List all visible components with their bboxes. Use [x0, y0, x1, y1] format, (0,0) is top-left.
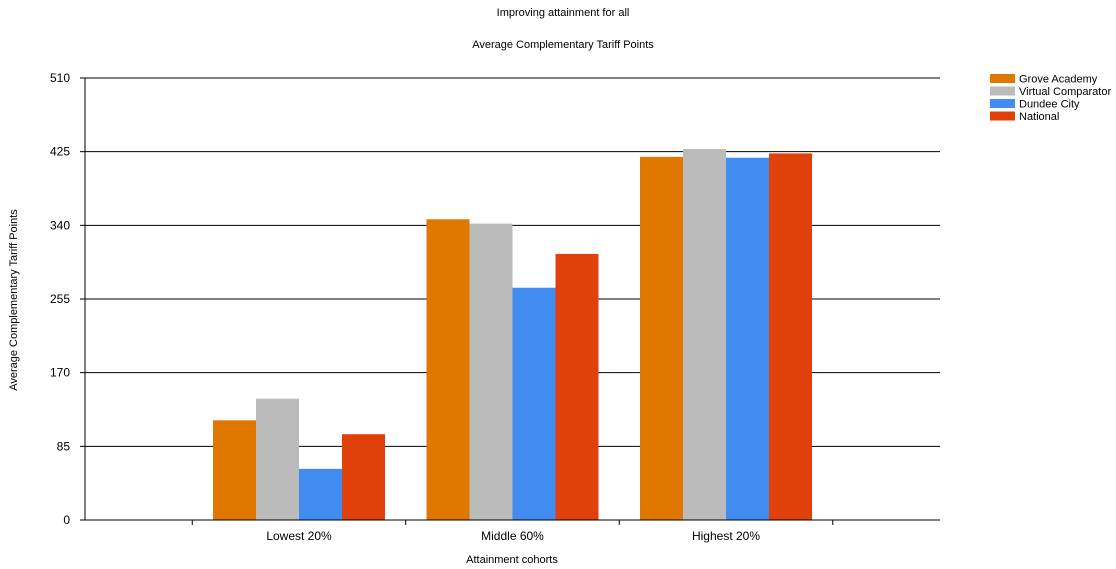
- bar: [342, 434, 385, 520]
- y-tick-label: 510: [50, 71, 70, 85]
- legend-swatch: [990, 86, 1015, 96]
- x-axis-label: Attainment cohorts: [466, 554, 558, 566]
- legend-label: Dundee City: [1019, 99, 1080, 111]
- bar: [769, 153, 812, 520]
- bar: [299, 468, 342, 520]
- bars: [213, 149, 812, 521]
- y-tick-label: 340: [50, 218, 70, 232]
- chart-title: Improving attainment for all: [497, 7, 630, 19]
- bar: [426, 219, 470, 520]
- bar: [213, 420, 256, 520]
- x-tick-label: Middle 60%: [481, 529, 544, 543]
- bar: [683, 149, 726, 521]
- x-tick-label: Highest 20%: [692, 529, 760, 543]
- y-tick-label: 255: [50, 292, 70, 306]
- legend-swatch: [990, 74, 1015, 83]
- bar: [726, 157, 769, 520]
- legend-swatch: [990, 111, 1015, 121]
- legend-swatch: [990, 99, 1015, 108]
- bar: [555, 253, 599, 520]
- y-tick-label: 425: [50, 145, 70, 159]
- x-tick-label: Lowest 20%: [266, 529, 332, 543]
- axes: 0 85 170 255 340 425 510 Lowest 20% Middle 60% Hi…: [50, 71, 940, 543]
- legend-label: National: [1019, 111, 1059, 123]
- chart-subtitle: Average Complementary Tariff Points: [472, 39, 654, 51]
- y-tick-label: 0: [63, 513, 70, 527]
- bar: [640, 156, 683, 520]
- legend-label: Virtual Comparator: [1019, 86, 1111, 98]
- y-axis-label: Average Complementary Tariff Points: [8, 209, 20, 391]
- y-tick-label: 85: [57, 439, 71, 453]
- bar: [256, 398, 299, 520]
- bar: [512, 287, 556, 520]
- y-tick-label: 170: [50, 366, 70, 380]
- legend-label: Grove Academy: [1019, 74, 1098, 86]
- bar: [469, 223, 513, 520]
